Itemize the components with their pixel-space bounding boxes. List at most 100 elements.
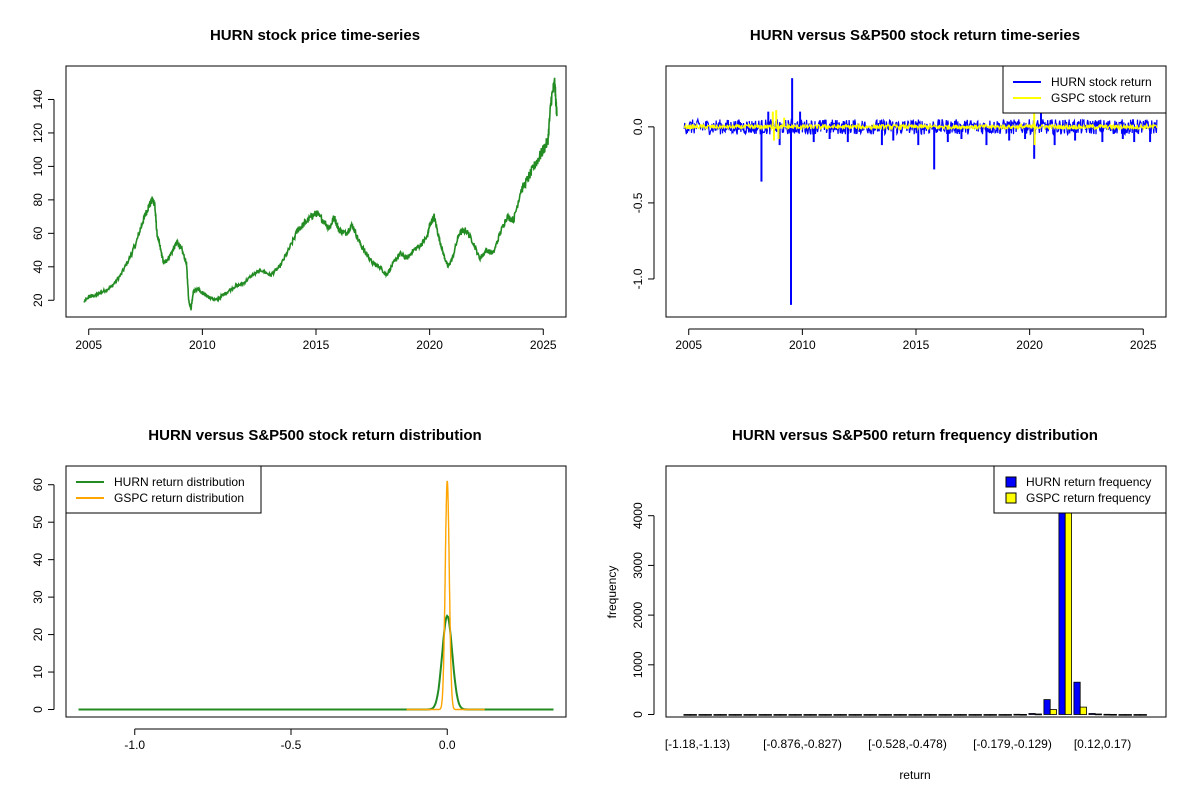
bar-hurn <box>1118 714 1126 716</box>
legend-swatch <box>1005 492 1017 504</box>
bar-hurn <box>803 714 811 716</box>
plot-frame <box>65 65 567 318</box>
x-tick-label: 0.0 <box>439 738 456 752</box>
plot-frame <box>65 465 567 718</box>
y-tick-label: 50 <box>31 515 45 529</box>
y-tick-label: 40 <box>31 260 45 274</box>
legend-label: GSPC stock return <box>1051 91 1151 105</box>
bar-gspc <box>1004 714 1012 716</box>
bar-hurn <box>683 714 691 716</box>
bar-hurn <box>923 714 931 716</box>
y-tick-label: 60 <box>31 478 45 492</box>
bar-hurn <box>953 714 961 716</box>
x-tick-label: 2005 <box>75 338 102 352</box>
legend-box <box>1002 65 1167 114</box>
y-tick-label: 20 <box>31 293 45 307</box>
density-curve-hurn <box>78 614 554 711</box>
x-axis: 2005 2010 2015 2020 2025 <box>675 328 1157 352</box>
bar-hurn <box>788 714 796 716</box>
y-tick-label: 2000 <box>631 601 645 628</box>
return-line-gspc <box>683 122 1158 132</box>
x-tick-label: 2025 <box>530 338 557 352</box>
y-axis: 0.0 -0.5 -1.0 <box>631 118 655 289</box>
bar-gspc <box>719 714 727 716</box>
chart-panel-1: HURN stock price time-series 2005 2010 2015… <box>31 27 567 352</box>
bar-gspc <box>944 714 952 716</box>
plot-area <box>683 78 1158 305</box>
y-tick-label: 20 <box>31 628 45 642</box>
y-tick-label: 140 <box>31 89 45 109</box>
x-tick-label: [-0.876,-0.827) <box>763 737 842 751</box>
y-tick-label: -1.0 <box>631 268 645 289</box>
legend-label: GSPC return distribution <box>114 491 244 505</box>
y-tick-label: 10 <box>31 665 45 679</box>
x-tick-label: [0.12,0.17) <box>1074 737 1131 751</box>
y-tick-label: 80 <box>31 193 45 207</box>
bar-gspc <box>704 714 712 716</box>
x-tick-label: -0.5 <box>281 738 302 752</box>
bar-hurn <box>1013 713 1021 716</box>
bar-hurn <box>878 714 886 716</box>
plot-frame <box>665 65 1167 318</box>
bar-hurn <box>1028 713 1036 715</box>
x-axis-label: return <box>899 768 930 782</box>
price-line-hurn <box>83 77 558 311</box>
y-tick-label: 120 <box>31 123 45 143</box>
y-tick-label: 0 <box>31 706 45 713</box>
bar-gspc <box>689 714 697 716</box>
x-tick-label: 2025 <box>1130 338 1157 352</box>
bar-gspc <box>779 714 787 716</box>
y-tick-label: 40 <box>31 553 45 567</box>
y-tick-label: 4000 <box>631 502 645 529</box>
plot-area <box>83 77 558 311</box>
x-axis: 2005 2010 2015 2020 2025 <box>75 328 557 352</box>
legend-label: HURN return distribution <box>114 475 245 489</box>
bar-gspc <box>1124 714 1132 716</box>
y-tick-label: 60 <box>31 226 45 240</box>
plot-frame <box>665 465 1167 718</box>
bar-hurn <box>833 714 841 716</box>
y-tick-label: 0 <box>631 711 645 718</box>
x-tick-label: 2020 <box>1016 338 1043 352</box>
bar-hurn <box>998 714 1006 716</box>
x-tick-label: -1.0 <box>124 738 145 752</box>
bar-gspc <box>734 714 742 716</box>
chart-panel-4: HURN versus S&P500 return frequency dist… <box>605 427 1167 782</box>
y-tick-label: 0.0 <box>631 118 645 135</box>
y-tick-label: 3000 <box>631 552 645 579</box>
bar-gspc <box>929 714 937 716</box>
chart-title: HURN versus S&P500 stock return time-ser… <box>750 27 1080 44</box>
bar-gspc <box>1034 713 1042 716</box>
legend-box <box>993 465 1167 514</box>
bar-gspc <box>989 714 997 716</box>
bar-hurn <box>1133 714 1141 716</box>
y-tick-label: 30 <box>31 590 45 604</box>
bar-hurn <box>1073 681 1081 715</box>
legend: HURN return frequency GSPC return frequen… <box>993 465 1167 514</box>
bar-hurn <box>743 714 751 716</box>
x-tick-label: 2010 <box>789 338 816 352</box>
bar-gspc <box>749 714 757 716</box>
y-axis: 0 1000 2000 3000 4000 <box>631 502 655 718</box>
y-axis: 20 40 60 80 100 120 140 <box>31 89 55 307</box>
bar-hurn <box>1043 699 1051 715</box>
x-tick-label: 2015 <box>903 338 930 352</box>
bar-gspc <box>899 714 907 716</box>
x-tick-label: [-0.179,-0.129) <box>973 737 1052 751</box>
bar-gspc <box>1079 706 1087 715</box>
bar-gspc <box>914 714 922 716</box>
bar-hurn <box>728 714 736 716</box>
bar-gspc <box>839 714 847 716</box>
y-tick-label: 1000 <box>631 651 645 678</box>
bar-hurn <box>818 714 826 716</box>
bar-hurn <box>983 714 991 716</box>
bar-hurn <box>893 714 901 716</box>
bar-hurn <box>713 714 721 716</box>
chart-title: HURN stock price time-series <box>210 27 420 44</box>
x-axis: -1.0 -0.5 0.0 <box>124 728 456 752</box>
bar-hurn <box>968 714 976 716</box>
bar-gspc <box>1139 714 1147 716</box>
bar-gspc <box>824 714 832 716</box>
chart-title: HURN versus S&P500 stock return distribu… <box>148 427 481 444</box>
